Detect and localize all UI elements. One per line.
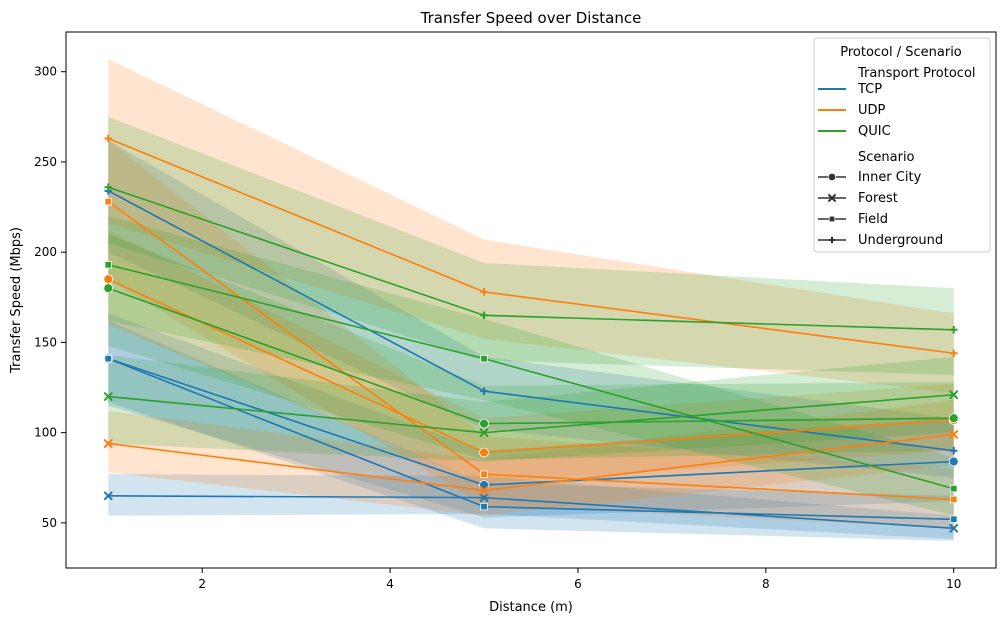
data-point-quic-underground [104, 183, 113, 192]
data-point-udp-field [950, 495, 958, 504]
legend-title: Protocol / Scenario [840, 45, 962, 60]
ci-band-quic-inner-city [108, 234, 954, 460]
data-point-quic-forest [103, 392, 113, 401]
data-point-udp-underground [104, 134, 113, 143]
legend-style-header: Scenario [858, 150, 915, 165]
x-axis: 2 4 6 8 10 [198, 568, 961, 591]
series-markers [103, 134, 959, 533]
data-point-quic-field [480, 354, 488, 363]
data-point-quic-forest [949, 390, 959, 400]
legend-label-quic: QUIC [858, 124, 891, 139]
data-point-udp-forest [949, 430, 959, 439]
data-point-udp-inner-city [103, 274, 114, 285]
ci-band-udp-forest [108, 400, 954, 516]
data-point-udp-inner-city [479, 447, 489, 458]
ci-band-quic-underground [108, 116, 954, 375]
x-tick-label: 10 [946, 577, 961, 591]
ci-band-tcp-inner-city [108, 313, 954, 518]
data-point-tcp-field [480, 502, 488, 511]
data-point-tcp-forest [103, 491, 113, 501]
legend-marker-field [828, 215, 836, 223]
data-point-quic-underground [480, 311, 488, 320]
y-tick-label: 150 [34, 335, 57, 349]
data-point-quic-underground [949, 325, 958, 334]
data-point-quic-inner-city [479, 418, 489, 429]
data-point-quic-forest [479, 428, 489, 438]
legend-label-field: Field [858, 212, 888, 227]
chart-title: Transfer Speed over Distance [420, 9, 642, 27]
y-axis: 50 100 150 200 250 300 [34, 65, 66, 530]
ci-band-udp-underground [108, 59, 954, 393]
data-point-tcp-inner-city [948, 456, 959, 467]
data-point-quic-field [104, 261, 112, 269]
data-point-quic-field [950, 484, 958, 493]
legend-marker-forest [828, 194, 836, 202]
data-point-tcp-underground [480, 387, 488, 395]
data-point-quic-inner-city [948, 413, 959, 424]
legend-marker-underground [828, 236, 836, 244]
x-tick-label: 8 [762, 577, 770, 591]
legend-label-forest: Forest [858, 191, 898, 206]
data-point-tcp-forest [949, 523, 959, 533]
legend-label-udp: UDP [858, 103, 886, 118]
data-point-udp-forest [103, 439, 113, 448]
ci-band-tcp-forest [108, 474, 954, 540]
data-point-udp-field [480, 470, 488, 478]
legend-label-tcp: TCP [857, 82, 882, 97]
data-point-udp-underground [949, 349, 958, 358]
ci-band-udp-field [108, 140, 954, 529]
legend-label-inner-city: Inner City [858, 170, 922, 185]
x-tick-label: 6 [574, 577, 582, 591]
y-axis-label: Transfer Speed (Mbps) [9, 227, 24, 374]
y-tick-label: 200 [34, 245, 57, 259]
legend-hue-header: Transport Protocol [857, 66, 976, 81]
plot-frame [65, 31, 997, 569]
x-axis-label: Distance (m) [489, 600, 573, 615]
x-tick-label: 2 [198, 577, 206, 591]
y-tick-label: 100 [34, 426, 57, 440]
legend: Protocol / Scenario Transport Protocol S… [813, 37, 991, 253]
data-point-udp-forest [479, 485, 489, 495]
data-point-tcp-underground [949, 446, 958, 455]
legend-label-underground: Underground [858, 233, 943, 248]
ci-band-quic-field [108, 216, 954, 516]
ci-band-tcp-underground [108, 140, 954, 478]
legend-marker-inner-city [827, 172, 837, 182]
data-point-tcp-field [104, 354, 112, 363]
data-point-udp-underground [480, 288, 488, 296]
y-tick-label: 50 [42, 516, 57, 530]
legend-box [813, 37, 991, 253]
y-tick-label: 300 [34, 65, 57, 79]
ci-band-tcp-field [108, 320, 954, 541]
data-point-tcp-forest [479, 493, 489, 503]
x-tick-label: 4 [386, 577, 394, 591]
data-point-quic-inner-city [103, 283, 114, 294]
data-point-tcp-field [950, 515, 958, 523]
y-tick-label: 250 [34, 155, 57, 169]
data-point-udp-field [104, 197, 112, 206]
